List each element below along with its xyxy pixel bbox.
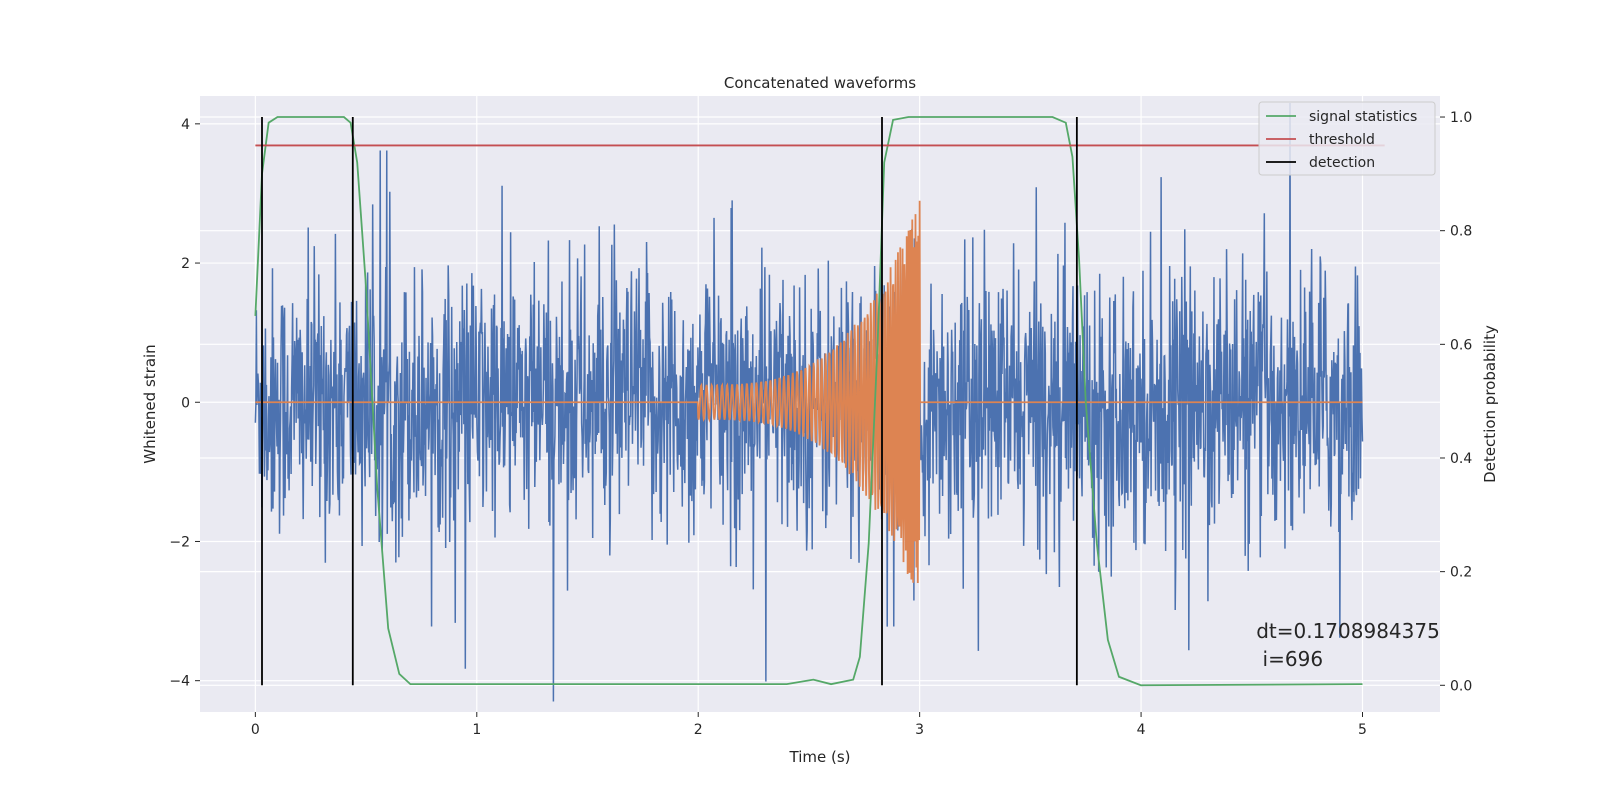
annotation-line: i=696 <box>1256 647 1323 671</box>
legend-label-signal-statistics: signal statistics <box>1309 109 1417 125</box>
legend-label-detection: detection <box>1309 155 1375 171</box>
y-right-tick-label: 0.8 <box>1450 224 1472 240</box>
waveform-line <box>255 200 1363 584</box>
y-right-tick-label: 0.4 <box>1450 451 1472 467</box>
y-right-tick-label: 0.2 <box>1450 565 1472 581</box>
x-tick-label: 2 <box>694 722 703 738</box>
legend: signal statistics threshold detection <box>1258 101 1436 176</box>
y-right-tick-label: 1.0 <box>1450 110 1472 126</box>
y-axis-label: Whitened strain <box>141 344 159 463</box>
noise-line <box>254 102 1364 702</box>
waveform-series <box>255 200 1363 584</box>
probability-layer <box>254 116 1385 687</box>
x-tick-label: 4 <box>1137 722 1146 738</box>
y-tick-label: −2 <box>169 534 190 550</box>
x-tick-label: 0 <box>251 722 260 738</box>
detection-lines <box>261 117 1078 686</box>
y-right-tick-label: 0.6 <box>1450 337 1472 353</box>
y-axis-right-label: Detection probability <box>1481 325 1499 483</box>
legend-label-threshold: threshold <box>1309 132 1375 148</box>
y-tick-label: 2 <box>181 256 190 272</box>
tick-labels: 0 1 2 3 4 5 −4 −2 0 2 4 0.0 0.2 0.4 0.6 0.8 1.0 <box>169 110 1472 738</box>
chart-title: Concatenated waveforms <box>724 74 916 92</box>
x-axis-label: Time (s) <box>789 748 851 766</box>
signal-statistics-line <box>254 116 1363 687</box>
y-tick-label: 4 <box>181 117 190 133</box>
annotation-line: dt=0.1708984375 <box>1256 619 1440 643</box>
y-right-tick-label: 0.0 <box>1450 678 1472 694</box>
y-tick-label: 0 <box>181 395 190 411</box>
x-tick-label: 5 <box>1358 722 1367 738</box>
x-tick-label: 1 <box>472 722 481 738</box>
y-tick-label: −4 <box>169 674 190 690</box>
x-tick-label: 3 <box>915 722 924 738</box>
noise-series <box>254 102 1364 702</box>
annotation: dt=0.1708984375 i=696 <box>1256 619 1440 671</box>
